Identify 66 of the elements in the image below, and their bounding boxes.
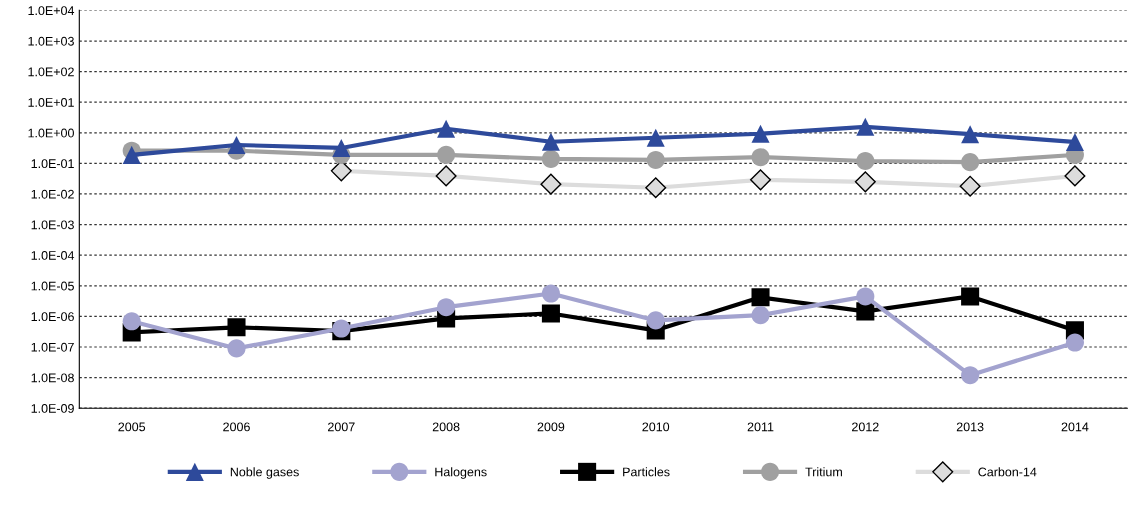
point — [750, 169, 772, 191]
x-tick-label: 2005 — [118, 422, 146, 432]
x-tick-label: 2013 — [956, 422, 984, 432]
y-tick-label: 1.0E-06 — [31, 312, 74, 322]
legend-label: Carbon-14 — [978, 467, 1037, 477]
point — [646, 128, 665, 147]
point — [751, 148, 770, 167]
x-tick-label: 2014 — [1061, 422, 1089, 432]
y-tick-label: 1.0E-03 — [31, 220, 74, 230]
point — [856, 151, 875, 170]
y-tick-label: 1.0E-01 — [31, 159, 74, 169]
x-tick-label: 2011 — [747, 422, 774, 432]
y-tick-label: 1.0E+03 — [28, 36, 74, 46]
point — [1064, 165, 1086, 187]
point — [541, 304, 560, 323]
point — [959, 175, 981, 197]
point — [437, 119, 456, 138]
x-tick-label: 2010 — [642, 422, 670, 432]
point — [541, 284, 560, 303]
y-tick-label: 1.0E-04 — [31, 251, 75, 260]
point — [751, 306, 770, 325]
point — [751, 288, 770, 307]
point — [435, 165, 457, 187]
point — [541, 132, 560, 151]
legend-label: Noble gases — [230, 467, 299, 479]
y-tick-label: 1.0E+04 — [28, 6, 75, 16]
y-tick-label: 1.0E+01 — [28, 98, 74, 107]
x-tick-label: 2007 — [328, 422, 355, 432]
y-tick-label: 1.0E-07 — [31, 342, 74, 352]
point — [1065, 132, 1084, 152]
point — [330, 160, 352, 182]
point — [646, 150, 665, 169]
y-tick-label: 1.0E-02 — [31, 189, 74, 199]
point — [437, 298, 456, 317]
point — [332, 138, 351, 157]
point — [227, 318, 246, 337]
y-tick-label: 1.0E+02 — [28, 67, 74, 77]
point — [854, 171, 876, 193]
x-tick-label: 2008 — [432, 422, 460, 432]
legend-label: Particles — [623, 467, 670, 477]
x-tick-label: 2012 — [852, 422, 879, 432]
point — [122, 312, 141, 331]
point — [227, 339, 246, 358]
point — [961, 287, 980, 306]
point — [227, 135, 246, 154]
point — [437, 145, 456, 164]
y-tick-label: 1.0E+00 — [28, 128, 74, 138]
x-tick-label: 2006 — [223, 422, 250, 432]
point — [541, 149, 560, 168]
point — [646, 311, 665, 330]
point — [961, 153, 980, 172]
point — [856, 287, 875, 306]
point — [856, 117, 875, 136]
y-tick-label: 1.0E-09 — [31, 404, 74, 413]
point — [122, 145, 141, 164]
point — [751, 124, 770, 143]
x-tick-label: 2009 — [537, 422, 565, 432]
legend-label: Tritium — [805, 467, 842, 477]
point — [961, 366, 980, 385]
legend-label: Halogens — [435, 467, 487, 479]
point — [540, 173, 562, 195]
y-tick-label: 1.0E-08 — [31, 373, 74, 383]
point — [1065, 333, 1084, 352]
point — [645, 177, 667, 199]
y-tick-label: 1.0E-05 — [31, 281, 74, 291]
point — [961, 125, 980, 144]
